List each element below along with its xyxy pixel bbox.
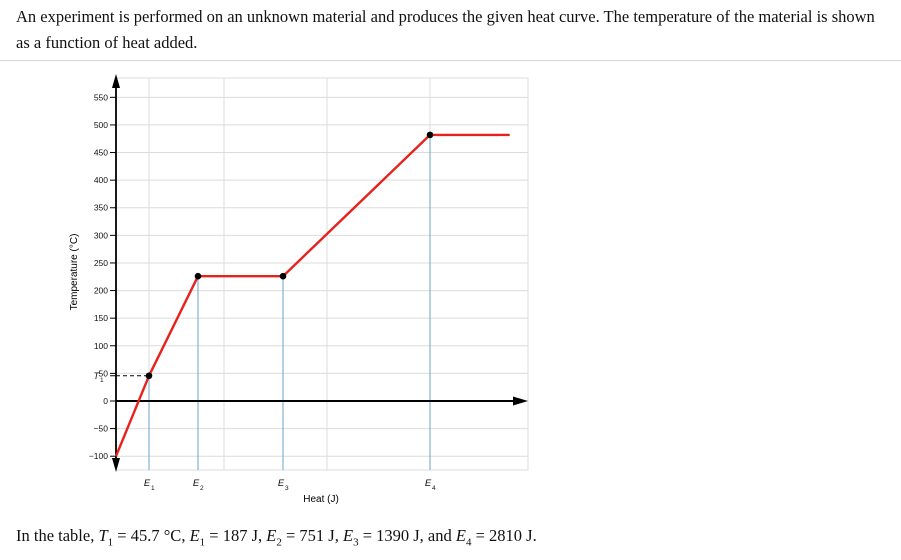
x-tick-subscript: 4 <box>432 485 436 492</box>
y-tick-label: 200 <box>94 286 108 296</box>
e2-subscript: 2 <box>276 536 282 549</box>
y-axis-label: Temperature (°C) <box>69 234 80 311</box>
x-tick-subscript: 1 <box>151 485 155 492</box>
x-tick-subscript: 2 <box>200 485 204 492</box>
y-axis-arrow-up <box>112 74 120 88</box>
x-tick-label: E <box>278 478 285 489</box>
data-point <box>145 372 153 380</box>
heat-curve-chart: 550500450400350300250200150100500−50−100… <box>69 74 529 505</box>
y-tick-label: 400 <box>94 175 108 185</box>
e3-subscript: 3 <box>353 536 359 549</box>
e4-symbol: E <box>455 526 466 545</box>
e1-value: = 187 J, <box>209 526 263 545</box>
y-tick-label: 150 <box>94 313 108 323</box>
heat-curve-line <box>114 133 510 457</box>
x-axis-arrow <box>513 396 528 406</box>
e3-symbol: E <box>342 526 354 545</box>
y-tick-label: 0 <box>103 396 108 406</box>
heat-curve <box>114 133 510 457</box>
y-tick-label: 250 <box>94 258 108 268</box>
t1-tick-label: T <box>94 371 101 381</box>
y-ticks: 550500450400350300250200150100500−50−100… <box>89 92 116 461</box>
x-tick-label: E <box>425 478 432 489</box>
data-point <box>194 272 202 280</box>
x-tick-label: E <box>193 478 200 489</box>
y-tick-label: 550 <box>94 92 108 102</box>
t1-subscript: 1 <box>107 536 114 549</box>
x-tick-subscript: 3 <box>285 485 289 492</box>
axes <box>112 74 528 472</box>
drop-lines <box>116 134 431 470</box>
t1-value: = 45.7 °C, <box>117 526 186 545</box>
y-tick-label: 50 <box>99 368 109 378</box>
y-axis-arrow-down <box>112 458 120 472</box>
e1-symbol: E <box>189 526 200 545</box>
y-tick-label: −50 <box>94 424 109 434</box>
y-tick-label: 450 <box>94 148 108 158</box>
e4-subscript: 4 <box>465 536 472 549</box>
grid <box>115 77 529 471</box>
markers <box>145 131 434 380</box>
divider <box>0 60 901 61</box>
t1-tick-subscript: 1 <box>100 377 104 384</box>
x-axis-label: Heat (J) <box>303 494 339 505</box>
t1-symbol: T <box>98 526 108 545</box>
e2-symbol: E <box>266 526 277 545</box>
problem-statement: An experiment is performed on an unknown… <box>16 7 875 52</box>
y-tick-label: 500 <box>94 120 108 130</box>
plot-frame <box>115 77 529 471</box>
e2-value: = 751 J, <box>286 526 339 545</box>
y-tick-label: −100 <box>89 451 108 461</box>
data-point <box>426 131 434 139</box>
x-tick-label: E <box>144 478 151 489</box>
footer-prefix: In the table, <box>16 526 95 545</box>
e1-subscript: 1 <box>199 536 206 549</box>
e3-value: = 1390 J, and <box>362 526 452 545</box>
e4-value: = 2810 J. <box>475 526 537 545</box>
y-tick-label: 100 <box>94 341 108 351</box>
values-summary: In the table, T1 = 45.7 °C, E1 = 187 J, … <box>16 524 537 554</box>
data-point <box>279 272 287 280</box>
y-tick-label: 350 <box>94 203 108 213</box>
y-tick-label: 300 <box>94 230 108 240</box>
